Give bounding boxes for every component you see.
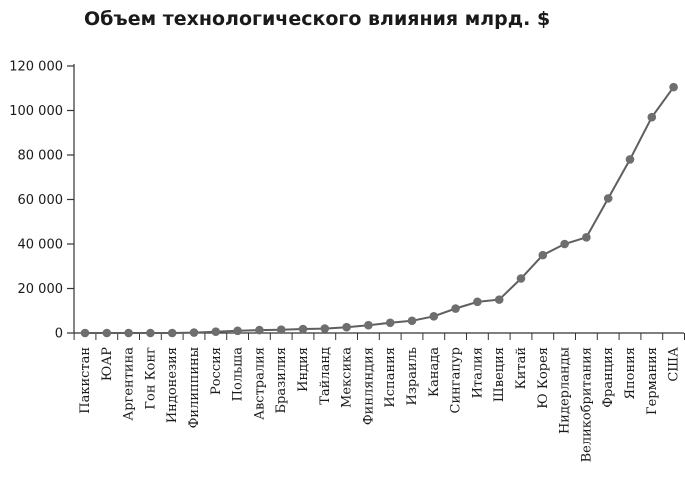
x-tick-label: Китай	[514, 347, 529, 389]
chart-title: Объем технологического влияния млрд. $	[84, 8, 551, 30]
data-point	[669, 82, 678, 92]
data-point	[647, 112, 657, 122]
x-tick-label: Польша	[231, 347, 246, 402]
y-tick-label: 0	[55, 327, 63, 342]
x-tick-label: Великобритания	[579, 347, 594, 462]
data-point	[625, 155, 635, 164]
x-tick-label: Ю Корея	[536, 347, 551, 409]
x-tick-label: Гон Конг	[143, 347, 158, 410]
x-tick-label: Пакистан	[78, 347, 93, 414]
x-tick-label: Сингапур	[449, 347, 464, 413]
x-tick-label: Бразилия	[274, 347, 289, 414]
data-point	[407, 316, 417, 326]
x-axis	[73, 332, 685, 340]
data-point	[582, 233, 591, 242]
y-tick-label: 120 000	[9, 60, 63, 75]
data-point	[167, 328, 177, 338]
x-tick-label: Мексика	[340, 347, 355, 408]
x-tick-label: США	[667, 347, 682, 382]
data-point	[516, 274, 526, 283]
x-tick-label: Индонезия	[165, 347, 180, 423]
data-point	[255, 325, 264, 335]
data-point	[560, 239, 569, 249]
x-tick-label: Германия	[645, 347, 660, 415]
data-point	[233, 326, 242, 336]
x-tick-label: Испания	[383, 347, 398, 408]
data-point	[146, 328, 155, 338]
data-point	[211, 327, 221, 336]
data-point	[320, 324, 330, 333]
y-axis: 0 20 000 40 000 60 000 80 000 100 000 120 000	[9, 60, 75, 342]
x-tick-label: Канада	[427, 347, 442, 397]
x-tick-label: Нидерланды	[558, 347, 573, 434]
data-point	[298, 324, 308, 334]
y-tick-label: 100 000	[9, 104, 63, 119]
series-line	[85, 86, 675, 334]
x-tick-label: Франция	[601, 347, 616, 408]
x-tick-label: Аргентина	[122, 347, 137, 421]
data-point	[276, 325, 286, 334]
data-point	[494, 295, 504, 304]
x-tick-label: Швеция	[492, 347, 507, 402]
x-tick-label: Италия	[470, 347, 485, 398]
series-line-group	[80, 82, 678, 338]
data-point	[102, 328, 112, 338]
y-tick-label: 20 000	[18, 282, 64, 297]
x-tick-label: Филиппины	[187, 347, 202, 428]
y-tick-label: 80 000	[18, 149, 64, 164]
data-point	[124, 328, 133, 338]
data-point	[342, 322, 351, 332]
x-tick-label: Россия	[209, 347, 224, 395]
data-point	[538, 250, 548, 260]
x-tick-label: Индия	[296, 347, 311, 392]
data-point	[189, 328, 199, 337]
x-tick-label: Тайланд	[318, 347, 333, 405]
y-tick-label: 60 000	[18, 193, 64, 208]
data-point	[385, 318, 395, 328]
data-point	[429, 312, 439, 321]
x-tick-label: Австралия	[252, 347, 267, 420]
data-point	[473, 297, 482, 307]
data-point	[364, 320, 373, 330]
data-point	[603, 194, 613, 203]
x-tick-label: Израиль	[405, 347, 420, 406]
x-tick-labels: Пакистан ЮАР Аргентина Гон Конг Индонезия Фил…	[78, 347, 682, 463]
x-tick-label: ЮАР	[100, 347, 115, 381]
data-point	[451, 304, 460, 313]
data-point	[80, 328, 90, 338]
x-tick-label: Финляндия	[361, 347, 376, 425]
x-tick-label: Япония	[623, 347, 638, 400]
y-tick-label: 40 000	[18, 238, 64, 253]
